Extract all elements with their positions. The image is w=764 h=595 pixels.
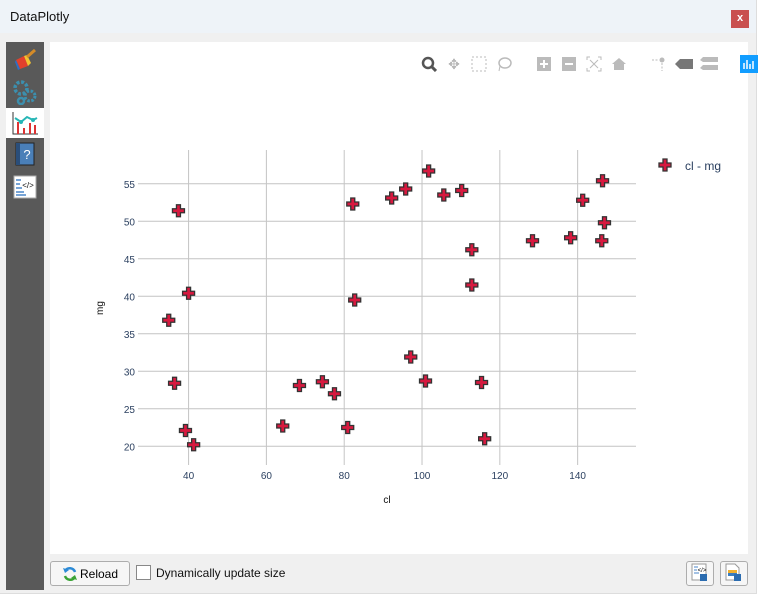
dynamic-size-checkbox[interactable] [136, 565, 151, 580]
spike-lines-icon[interactable] [650, 55, 668, 73]
zoom-out-icon[interactable] [560, 55, 578, 73]
sidebar-item-plot[interactable] [6, 108, 44, 138]
autoscale-icon[interactable] [585, 55, 603, 73]
html-export-icon: </> [691, 563, 707, 581]
reload-button[interactable]: Reload [50, 561, 130, 586]
dynamic-size-label: Dynamically update size [156, 565, 286, 580]
title-bar: DataPlotly x [0, 0, 756, 33]
sidebar-item-style[interactable] [9, 45, 41, 75]
close-button[interactable]: x [731, 10, 749, 28]
svg-text:</>: </> [698, 568, 707, 574]
plot-icon [12, 112, 38, 135]
svg-text:?: ? [23, 147, 30, 162]
code-icon: </> [13, 175, 37, 199]
brush-icon [15, 48, 36, 70]
plotly-logo-icon[interactable] [740, 55, 758, 73]
help-icon: ? [15, 142, 35, 166]
reload-label: Reload [79, 566, 119, 581]
hover-closest-icon[interactable] [675, 55, 693, 73]
zoom-in-icon[interactable] [535, 55, 553, 73]
bottom-bar: Reload Dynamically update size </> [50, 559, 750, 587]
sidebar-item-help[interactable]: ? [9, 139, 41, 169]
export-html-button[interactable]: </> [686, 561, 714, 586]
sidebar-item-code[interactable]: </> [9, 172, 41, 202]
reset-axes-icon[interactable] [610, 55, 628, 73]
hover-compare-icon[interactable] [700, 55, 718, 73]
export-image-button[interactable] [720, 561, 748, 586]
refresh-icon [62, 566, 77, 581]
image-export-icon [725, 563, 741, 581]
dynamic-size-option: Dynamically update size [136, 565, 285, 580]
lasso-select-icon[interactable] [495, 55, 513, 73]
svg-text:</>: </> [22, 181, 34, 190]
sidebar: ? </> [6, 42, 44, 590]
plot-toolbar: ✥ [420, 55, 758, 73]
plot-area [50, 42, 748, 554]
zoom-icon[interactable] [420, 55, 438, 73]
window-title: DataPlotly [10, 9, 70, 24]
sidebar-item-settings[interactable] [9, 77, 41, 107]
pan-icon[interactable]: ✥ [448, 55, 460, 72]
gears-icon [13, 80, 37, 105]
box-select-icon[interactable] [470, 55, 488, 73]
